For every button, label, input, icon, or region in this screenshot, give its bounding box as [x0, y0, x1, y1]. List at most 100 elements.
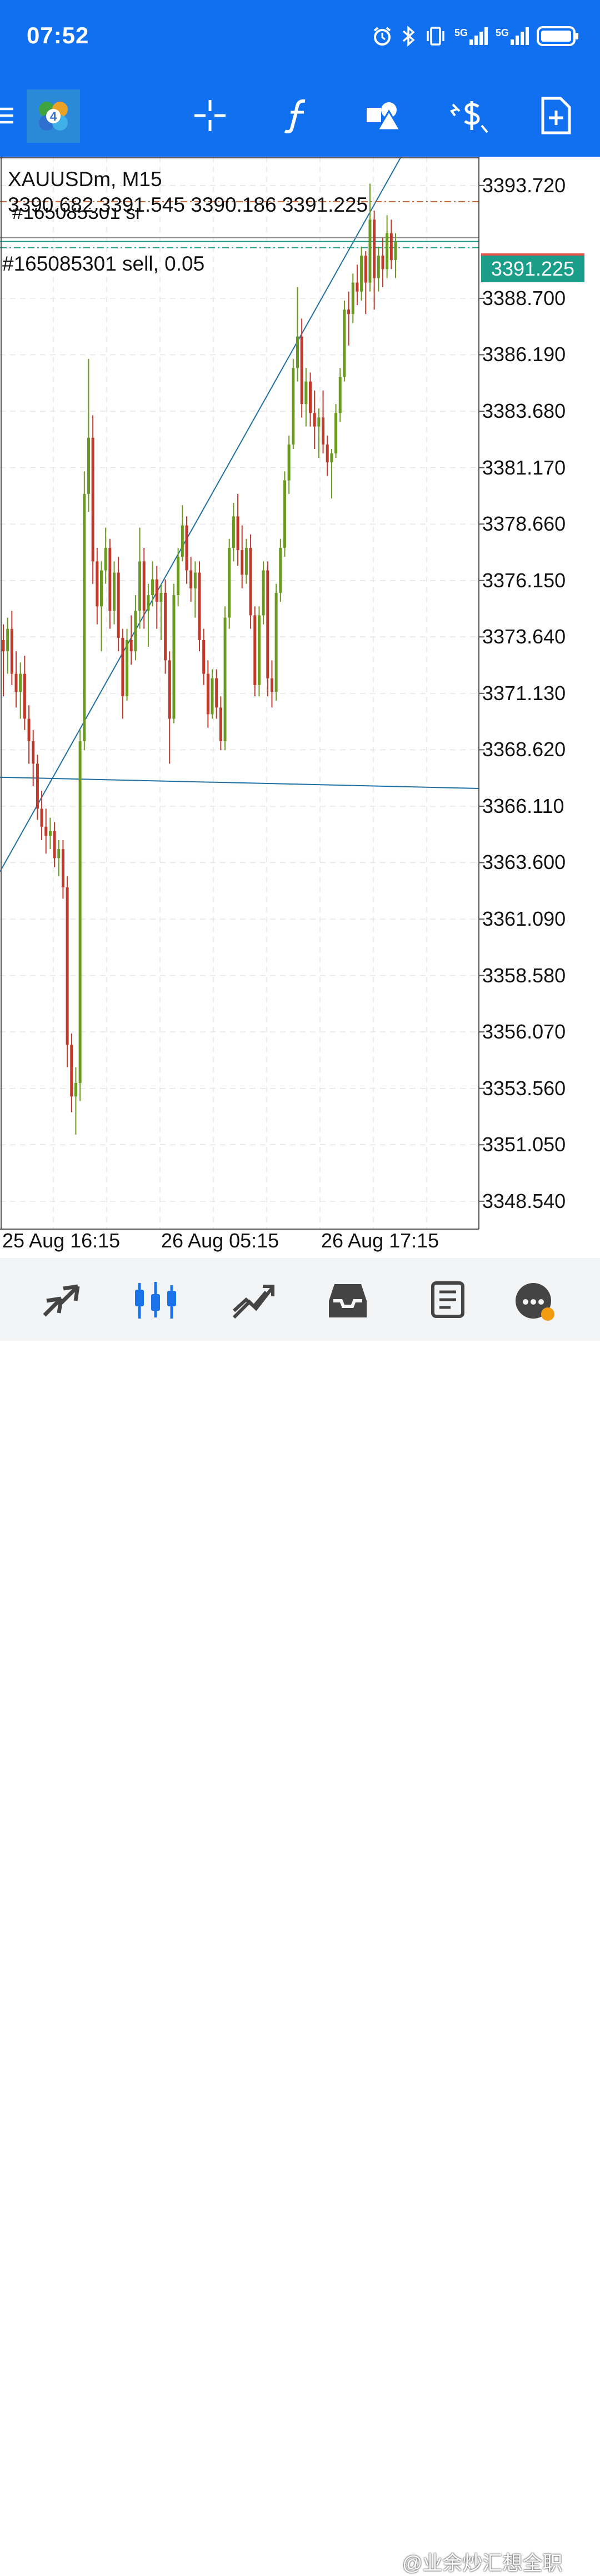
price-label: 3383.680: [482, 400, 566, 423]
status-icons: 5G 5G: [371, 22, 580, 50]
candle: [10, 611, 13, 685]
svg-text:4: 4: [50, 109, 57, 123]
candle-body: [198, 572, 201, 640]
news-icon[interactable]: [419, 1276, 475, 1326]
candle-body: [19, 673, 22, 692]
candle: [19, 662, 22, 719]
objects-icon[interactable]: [358, 91, 408, 141]
candle: [330, 448, 333, 499]
price-label: 3376.150: [482, 568, 566, 592]
price-label: 3348.540: [482, 1189, 566, 1212]
time-label: 26 Aug 17:15: [321, 1229, 439, 1252]
candle: [159, 583, 163, 640]
candle: [104, 527, 107, 584]
trade-nav-icon[interactable]: [225, 1276, 281, 1326]
candle: [292, 359, 295, 449]
candle: [61, 840, 64, 899]
alarm-icon: [373, 27, 391, 46]
candle-body: [283, 480, 286, 548]
candle-body: [159, 592, 163, 602]
candle-body: [61, 849, 64, 887]
candle-body: [236, 516, 239, 551]
candle: [373, 211, 376, 310]
app-logo[interactable]: 4: [27, 89, 80, 143]
new-order-icon[interactable]: [531, 91, 581, 141]
candle: [262, 561, 265, 625]
candle-body: [287, 444, 291, 481]
candle: [70, 1033, 73, 1112]
price-chart[interactable]: [0, 157, 600, 1259]
candle: [266, 561, 269, 697]
history-icon[interactable]: [320, 1276, 376, 1326]
price-label: 3373.640: [482, 625, 566, 648]
candle-body: [326, 444, 329, 463]
price-label: 3361.090: [482, 907, 566, 931]
candle-body: [53, 831, 56, 858]
candle: [309, 372, 312, 427]
candle-body: [322, 417, 325, 445]
candle-body: [70, 1045, 73, 1097]
candle: [134, 595, 137, 661]
menu-icon[interactable]: [0, 91, 21, 141]
candle: [32, 730, 35, 786]
candle: [249, 534, 252, 629]
chart-icon[interactable]: [128, 1276, 183, 1326]
candle: [113, 561, 116, 625]
chart-area[interactable]: XAUUSDm, M15 3390.682 3391.545 3390.186 …: [0, 157, 600, 1259]
crosshair-icon[interactable]: [185, 91, 235, 141]
candle: [296, 287, 299, 382]
candle: [74, 1067, 77, 1135]
candle-body: [32, 741, 35, 764]
candle-body: [292, 368, 295, 445]
candle-body: [117, 572, 120, 638]
price-label: 3393.720: [482, 173, 566, 197]
candle-body: [373, 219, 376, 278]
top-toolbar: 4: [0, 75, 600, 157]
candle-body: [368, 219, 372, 283]
candle: [78, 730, 82, 1101]
price-label: 3386.190: [482, 343, 566, 366]
candle: [126, 628, 129, 701]
current-price-marker: [481, 253, 584, 256]
candle: [23, 656, 26, 730]
price-label: 3371.130: [482, 681, 566, 705]
candle: [100, 561, 103, 652]
candle-body: [48, 831, 52, 836]
candle: [368, 183, 372, 292]
candle-body: [142, 561, 146, 611]
price-label: 3356.070: [482, 1020, 566, 1044]
signal-icon-2: 5G: [496, 27, 529, 45]
vibrate-icon: [427, 27, 444, 46]
price-label: 3388.700: [482, 286, 566, 309]
candle: [36, 755, 39, 820]
sl-line-label: #165085301 sl: [12, 208, 140, 220]
candle-body: [206, 673, 209, 715]
bluetooth-icon: [402, 26, 415, 47]
candle-body: [351, 282, 354, 314]
candle: [121, 628, 124, 719]
candle: [394, 233, 397, 278]
candle-body: [134, 611, 137, 652]
candle-body: [129, 640, 133, 652]
trade-icon[interactable]: [444, 91, 494, 141]
quotes-icon[interactable]: [33, 1276, 89, 1326]
indicators-icon[interactable]: [271, 91, 321, 141]
candle-body: [36, 763, 39, 809]
candle-body: [377, 256, 380, 278]
price-label: 3358.580: [482, 963, 566, 987]
candle: [172, 583, 176, 723]
candle-body: [343, 309, 346, 377]
candle: [185, 516, 188, 584]
candle: [14, 651, 18, 708]
candle: [364, 251, 367, 314]
candle: [211, 669, 214, 719]
candle: [356, 264, 359, 306]
candle: [304, 368, 308, 427]
candle: [129, 615, 133, 665]
candle: [219, 696, 222, 751]
messages-icon[interactable]: [506, 1276, 561, 1326]
candle-body: [164, 592, 167, 661]
candle-body: [177, 557, 180, 595]
candle-body: [266, 570, 269, 678]
support-line: [0, 776, 479, 789]
